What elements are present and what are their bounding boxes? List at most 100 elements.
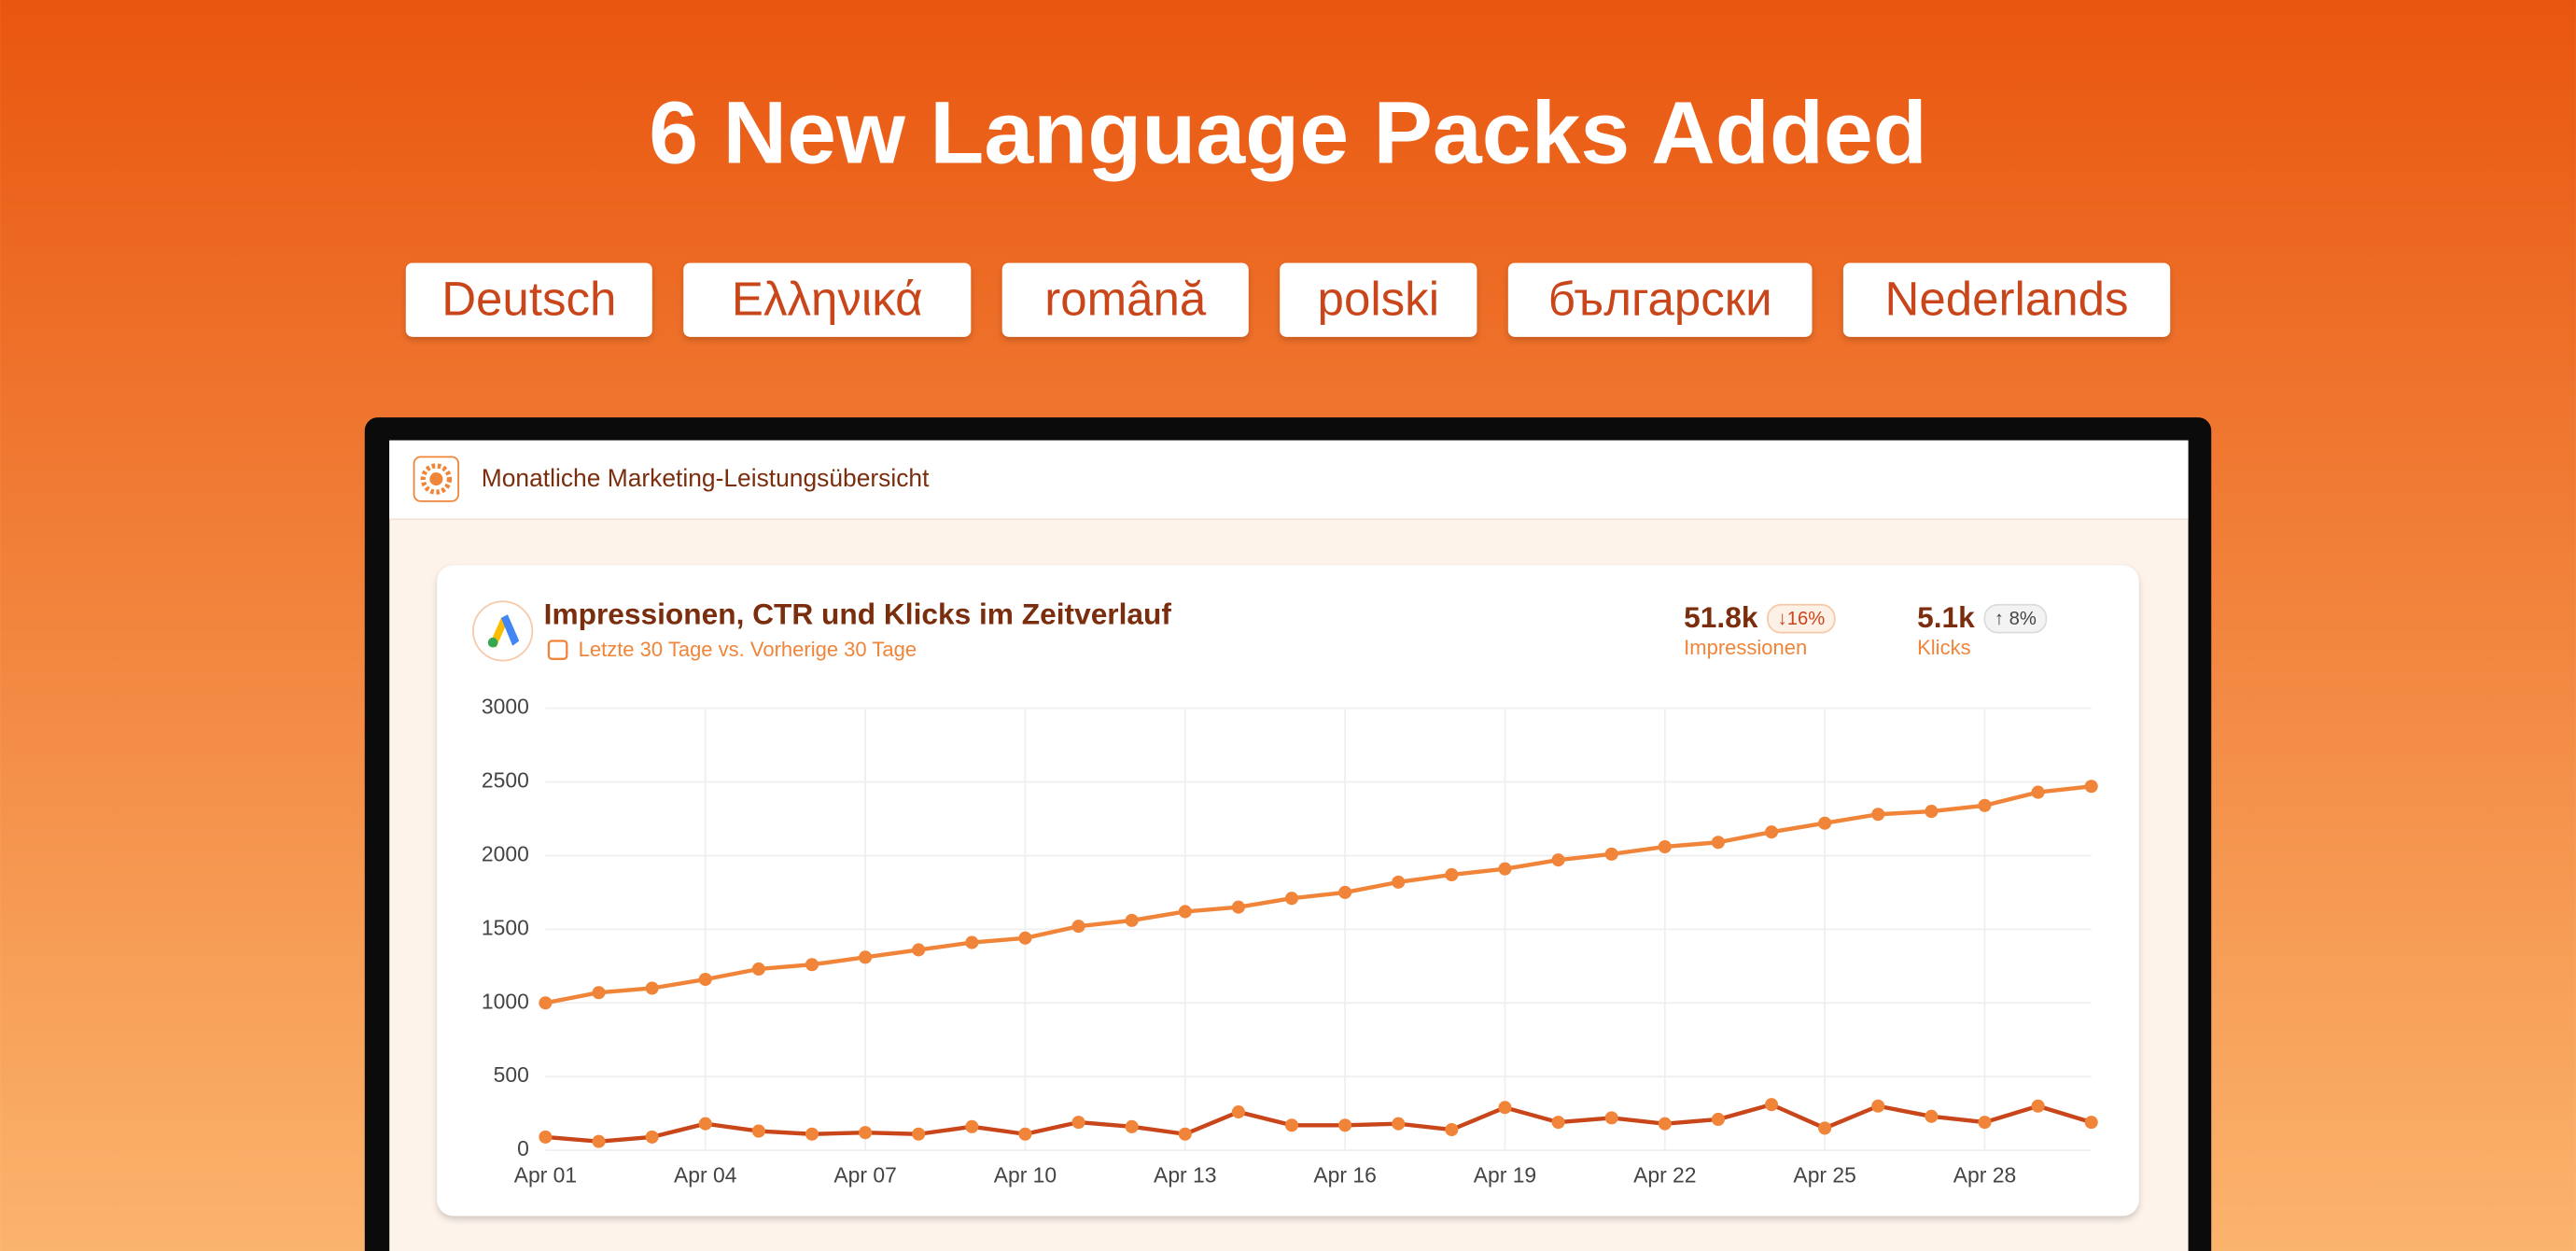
language-label: български [1548, 272, 1772, 325]
series-point [1445, 1122, 1459, 1137]
language-label: polski [1318, 272, 1439, 325]
series-point [2031, 785, 2045, 799]
x-tick-label: Apr 28 [1953, 1162, 2016, 1187]
x-tick-label: Apr 16 [1313, 1162, 1376, 1187]
stat-value: 51.8k [1684, 600, 1758, 634]
series-point [1658, 839, 1672, 854]
ads-logo-part [500, 614, 520, 646]
language-pill [1842, 262, 2171, 337]
language-label: Nederlands [1885, 272, 2129, 325]
app-logo-mark [420, 463, 453, 495]
series-point [1498, 1101, 1512, 1115]
stats: 51.8k ↓16% Impressionen 5.1k ↑ 8% Klicks [1684, 600, 2048, 659]
series-point [1338, 1118, 1352, 1132]
series-point [1018, 931, 1032, 945]
series-point [859, 950, 873, 964]
series-point [1231, 900, 1245, 914]
language-label: Deutsch [441, 272, 616, 325]
x-tick-label: Apr 10 [994, 1162, 1057, 1187]
series-point [1871, 808, 1885, 822]
series-point [698, 1117, 712, 1131]
series-point [2084, 780, 2098, 794]
x-tick-label: Apr 01 [514, 1162, 577, 1187]
x-tick-label: Apr 13 [1154, 1162, 1216, 1187]
app-logo-dot [429, 472, 443, 486]
series-point [1925, 1109, 1939, 1123]
y-tick-label: 2500 [482, 768, 529, 793]
y-tick-label: 0 [517, 1136, 529, 1160]
series-point [805, 958, 819, 972]
chart-title: Impressionen, CTR und Klicks im Zeitverl… [544, 597, 1172, 630]
series-point [1604, 847, 1618, 861]
x-tick-label: Apr 19 [1474, 1162, 1536, 1187]
x-tick-label: Apr 07 [833, 1162, 896, 1187]
ads-logo-part [487, 637, 498, 648]
series-point [805, 1127, 819, 1141]
y-tick-label: 1000 [482, 989, 529, 1013]
series-point [1764, 825, 1779, 839]
series-point [539, 996, 553, 1010]
series-point [1071, 920, 1085, 934]
series-point [645, 981, 659, 995]
stat-change: ↓16% [1778, 609, 1826, 629]
series-point [1604, 1111, 1618, 1125]
series-point [1551, 1116, 1565, 1130]
series-point [912, 943, 926, 957]
series-point [1711, 1112, 1725, 1126]
y-tick-label: 500 [494, 1062, 529, 1087]
y-tick-label: 3000 [482, 695, 529, 719]
stat-label: Impressionen [1684, 636, 1807, 659]
headline: 6 New Language Packs Added [649, 84, 1927, 183]
x-tick-label: Apr 22 [1633, 1162, 1696, 1187]
chart-card [437, 565, 2139, 1216]
series-point [1125, 1119, 1139, 1133]
language-pill [405, 262, 652, 337]
calendar-icon [547, 640, 568, 660]
stat-change: ↑ 8% [1995, 609, 2037, 629]
x-tick-label: Apr 25 [1793, 1162, 1855, 1187]
stat-value: 5.1k [1917, 600, 1975, 634]
series-point [965, 935, 979, 949]
app-title: Monatliche Marketing-Leistungsübersicht [482, 464, 930, 492]
plot: 0 500 1000 1500 2000 2500 3000 Apr 01 Apr 04 Apr … [482, 695, 2098, 1187]
language-pill [683, 262, 972, 337]
series-point [1392, 1117, 1406, 1131]
series-point [751, 1124, 765, 1138]
series-point [592, 1134, 606, 1148]
series-point [645, 1130, 659, 1144]
series-point [1071, 1116, 1085, 1130]
series-point [1284, 1118, 1299, 1132]
series-point [1231, 1105, 1245, 1119]
series-point [1551, 853, 1565, 867]
series-point [751, 962, 765, 977]
series-point [1498, 862, 1512, 876]
stat-badge [1983, 603, 2048, 634]
stat-badge [1767, 603, 1836, 634]
series-point [1125, 913, 1139, 927]
series-point [592, 986, 606, 1000]
y-tick-label: 1500 [482, 915, 529, 939]
series-point [1978, 1116, 1992, 1130]
series-point [912, 1127, 926, 1141]
x-tick-label: Apr 04 [674, 1162, 737, 1187]
language-pill [1507, 262, 1813, 337]
series-point [1178, 1127, 1192, 1141]
series-point [1178, 905, 1192, 919]
series-point [965, 1119, 979, 1133]
language-list: Deutsch Ελληνικά română polski български Nede… [405, 262, 2171, 337]
series-point [859, 1126, 873, 1140]
series-point [1392, 875, 1406, 889]
series-line [545, 1102, 2093, 1144]
series-point [1445, 867, 1459, 882]
series-point [2031, 1099, 2045, 1113]
series-point [1018, 1127, 1032, 1141]
series-point [539, 1130, 553, 1144]
series-point [1818, 816, 1832, 830]
y-tick-label: 2000 [482, 841, 529, 865]
series-point [1711, 836, 1725, 850]
series-point [1284, 892, 1299, 906]
series-point [1338, 885, 1352, 899]
series-point [2084, 1116, 2098, 1130]
stat-label: Klicks [1917, 636, 1970, 659]
